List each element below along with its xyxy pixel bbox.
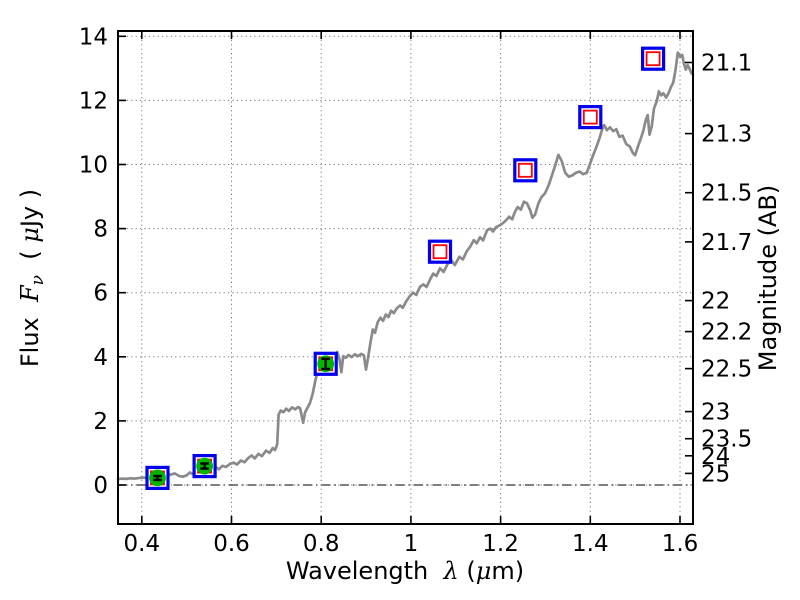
y-tick-label-flux: 0 bbox=[93, 473, 108, 499]
x-tick-label: 0.4 bbox=[124, 531, 161, 557]
y-tick-label-mag: 21.1 bbox=[701, 51, 752, 77]
x-tick-label: 1.2 bbox=[482, 531, 519, 557]
y-tick-label-mag: 21.3 bbox=[701, 122, 752, 148]
y-tick-label-mag: 22.2 bbox=[701, 320, 752, 346]
model-photometry-point bbox=[578, 104, 603, 130]
x-tick-label: 1 bbox=[404, 531, 419, 557]
model-photometry-point bbox=[513, 158, 538, 183]
x-tick-label: 0.6 bbox=[213, 531, 250, 557]
y-tick-label-flux: 8 bbox=[93, 217, 108, 243]
tick-marks bbox=[118, 31, 693, 524]
y-tick-label-flux: 12 bbox=[79, 88, 108, 114]
x-axis-label: Wavelength λ (μm) bbox=[286, 557, 524, 585]
square-marker-inner bbox=[432, 244, 448, 260]
plot-frame bbox=[117, 30, 694, 525]
y-tick-label-mag: 22.5 bbox=[701, 357, 752, 383]
x-tick-label: 1.4 bbox=[572, 531, 609, 557]
y-tick-label-flux: 14 bbox=[79, 24, 108, 50]
x-tick-label: 1.6 bbox=[662, 531, 699, 557]
observed-photometry-point bbox=[196, 457, 214, 475]
y-tick-label-mag: 25 bbox=[701, 461, 730, 487]
observed-photometry-markers bbox=[149, 355, 335, 487]
square-marker-outer bbox=[513, 158, 538, 183]
square-marker-inner bbox=[645, 51, 661, 67]
y-tick-label-mag: 23 bbox=[701, 400, 730, 426]
model-photometry-point bbox=[640, 46, 666, 71]
y-tick-label-flux: 2 bbox=[93, 409, 108, 435]
observed-photometry-point bbox=[317, 355, 335, 373]
y-tick-label-mag: 24 bbox=[701, 444, 730, 470]
square-marker-outer bbox=[578, 104, 603, 130]
y-axis-label-right: Magnitude (AB) bbox=[754, 185, 782, 371]
y-tick-label-mag: 22 bbox=[701, 289, 730, 315]
square-marker-outer bbox=[427, 239, 453, 264]
square-marker-outer bbox=[640, 46, 666, 71]
square-marker-inner bbox=[517, 162, 533, 178]
gridlines bbox=[118, 31, 693, 524]
spectrum-line bbox=[116, 51, 695, 481]
y-tick-label-flux: 6 bbox=[93, 281, 108, 307]
y-axis-label-left: Flux Fν ( μJy ) bbox=[16, 189, 48, 367]
y-tick-label-mag: 23.5 bbox=[701, 427, 752, 453]
model-photometry-markers bbox=[145, 46, 666, 490]
observed-photometry-point bbox=[149, 469, 166, 487]
y-tick-label-mag: 21.7 bbox=[701, 230, 752, 256]
y-tick-label-flux: 4 bbox=[93, 345, 108, 371]
square-marker-inner bbox=[582, 109, 598, 125]
x-tick-label: 0.8 bbox=[303, 531, 340, 557]
y-tick-label-mag: 21.5 bbox=[701, 181, 752, 207]
y-tick-label-flux: 10 bbox=[79, 153, 108, 179]
model-photometry-point bbox=[427, 239, 453, 264]
